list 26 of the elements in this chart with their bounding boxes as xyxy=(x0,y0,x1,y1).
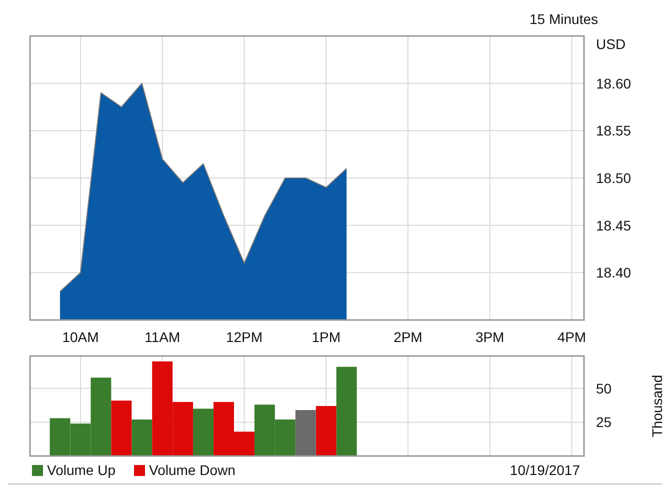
text: 10/19/2017 xyxy=(510,462,580,478)
bar xyxy=(132,420,152,456)
bar xyxy=(193,408,214,456)
chart-subtitle: 15 Minutes xyxy=(530,11,598,27)
y-tick-label: 18.40 xyxy=(596,264,632,281)
x-tick-label: 2PM xyxy=(394,329,422,345)
x-tick-label: 10AM xyxy=(62,329,99,345)
y-axis-title: Thousand xyxy=(649,374,665,438)
y-axis-title: USD xyxy=(596,36,626,52)
bar xyxy=(295,410,316,456)
y-tick-label: 25 xyxy=(596,414,612,430)
y-tick-label: 18.45 xyxy=(596,217,632,234)
legend-label: Volume Down xyxy=(149,462,236,478)
x-tick-label: 12PM xyxy=(226,329,263,345)
x-tick-label: 11AM xyxy=(144,329,180,345)
bar xyxy=(316,406,336,456)
y-tick-label: 50 xyxy=(596,380,612,396)
y-tick-label: 18.60 xyxy=(596,75,632,92)
x-tick-label: 3PM xyxy=(475,329,504,345)
x-tick-label: 4PM xyxy=(557,329,586,345)
x-tick-label: 1PM xyxy=(312,329,340,345)
legend-label: Volume Up xyxy=(47,462,116,478)
y-tick-label: 18.50 xyxy=(596,170,632,186)
y-tick-label: 18.55 xyxy=(596,122,632,139)
bar xyxy=(336,366,357,456)
bar xyxy=(111,400,132,456)
